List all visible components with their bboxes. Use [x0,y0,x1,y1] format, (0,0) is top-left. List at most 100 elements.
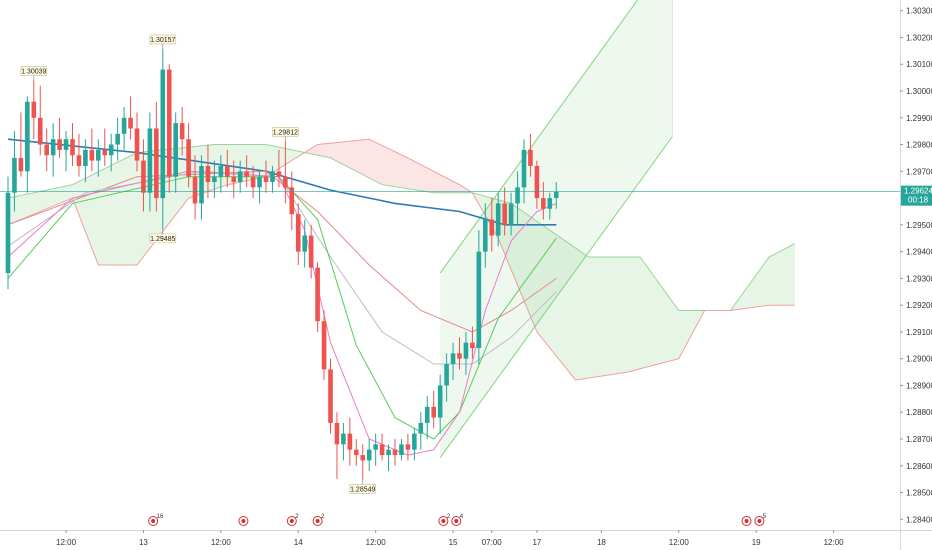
candle-body [534,165,540,199]
candle [399,438,404,461]
event-count: 4 [460,514,464,520]
price-axis-label: 1.29400 [906,248,932,257]
event-marker [741,516,752,526]
event-flag-dot [315,519,320,523]
candle-body [205,165,211,183]
candle [160,48,166,229]
candle [199,155,204,220]
candle [470,326,475,359]
candle [218,155,224,193]
event-marker [238,516,249,526]
candle-body [366,449,372,461]
candle [489,198,495,252]
candle [483,203,488,268]
candle-body [295,214,301,252]
candle-body [463,342,469,359]
candle-body [405,444,411,450]
candle [89,128,95,172]
candle-body [541,198,546,209]
candle-body [418,422,424,434]
candle [508,192,514,236]
candle-body [476,251,482,348]
time-axis-label: 19 [752,538,761,547]
candle-body [154,128,159,199]
price-axis-label: 1.29000 [906,355,932,364]
price-label-text: 1.29812 [273,129,298,136]
candle [392,438,398,466]
candle-body [276,171,282,177]
candle [315,262,320,332]
price-label: 1.30157 [149,34,177,49]
price-axis[interactable]: 1.30300 1.30200 1.30100 1.30000 1.29900 1.298… [900,0,932,550]
candle-body [263,176,269,183]
event-count: 16 [157,514,164,520]
candle-body [315,267,320,322]
time-axis[interactable]: 12:00 13 12:00 14 12:00 15 07:00 17 18 12:00 19 12:… [0,530,932,547]
candle-body [96,149,101,161]
candle [463,331,469,375]
candle-body [489,219,495,236]
price-label: 1.28549 [349,479,377,494]
candle [50,123,56,177]
candle-body [302,235,307,252]
candle [70,123,75,166]
candle-body [121,117,127,134]
time-axis-label: 14 [294,538,303,547]
time-axis-label: 17 [532,538,541,547]
candle-body [37,117,43,145]
time-axis-label: 12:00 [211,538,232,547]
candle [263,160,269,193]
price-axis-label: 1.28500 [906,489,932,498]
candle [205,144,211,199]
price-label-text: 1.29485 [150,236,175,243]
candle [360,444,366,480]
candle [412,428,417,461]
candle [237,160,243,193]
candle-body [70,139,75,156]
channel-upper [439,0,639,274]
candle [141,139,146,212]
event-marker: 16 [148,514,164,526]
candle-body [141,160,146,193]
price-axis-label: 1.30100 [906,60,932,69]
candle-body [5,192,11,274]
time-axis-label: 15 [449,538,458,547]
candle-body [50,139,56,156]
price-label: 1.29485 [149,228,177,244]
candlesticks [5,48,559,480]
candle-body [57,139,62,150]
candle-body [83,149,88,166]
event-count: 2 [321,514,325,520]
candle [102,128,108,166]
candle [244,155,249,188]
candle-body [89,149,95,161]
cloud-segment-1 [306,139,471,193]
candle [495,192,501,247]
candle [373,433,378,466]
price-axis-label: 1.28700 [906,435,932,444]
event-flag-dot [289,519,294,523]
candle [257,171,262,204]
candle [341,422,346,461]
event-marker: 2 [286,514,299,526]
time-axis-label: 12:00 [669,538,690,547]
candle-body [173,123,178,177]
candle [121,107,127,150]
candle [444,353,449,402]
event-flag-dot [757,519,762,523]
candle [379,433,385,461]
candle-body [502,203,507,225]
price-label-box [149,233,177,244]
candle-body [495,203,501,236]
price-axis-label: 1.28600 [906,462,932,471]
candle [18,112,24,177]
candle [154,101,159,212]
event-marker: 2 [438,514,451,526]
event-count: 2 [295,514,299,520]
candle [354,438,359,466]
candle-body [431,406,436,418]
event-flag-dot [151,519,156,523]
candle [534,160,540,209]
